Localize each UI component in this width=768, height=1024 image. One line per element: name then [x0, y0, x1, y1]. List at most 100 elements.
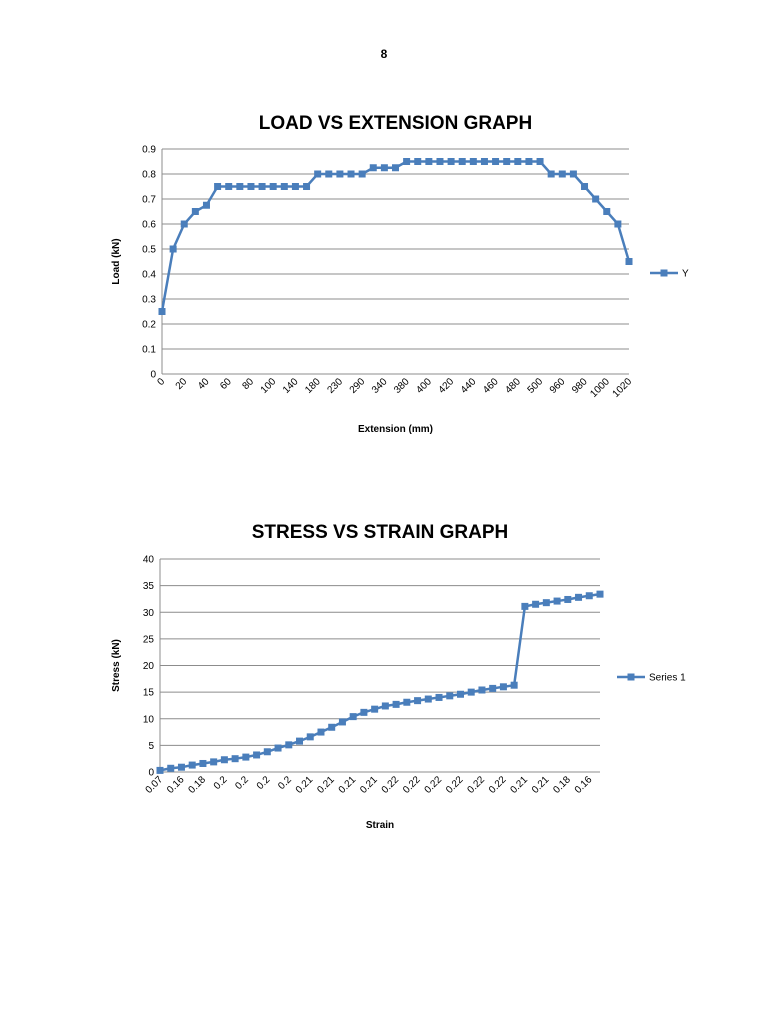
x-tick-label: 1000: [588, 376, 612, 400]
data-point: [169, 245, 177, 253]
data-point: [269, 183, 277, 190]
y-tick-label: 0.9: [142, 145, 156, 156]
x-tick-label: 0.18: [551, 774, 573, 796]
data-point: [236, 183, 244, 190]
series-line: [159, 592, 601, 772]
legend-marker: [660, 269, 668, 277]
x-tick-label: 500: [526, 376, 546, 396]
y-tick-label: 0.3: [142, 295, 156, 306]
data-point: [285, 741, 293, 749]
y-tick-label: 0.8: [142, 170, 156, 181]
y-tick-label: 0.4: [142, 270, 156, 281]
x-tick-label: 0.16: [165, 774, 187, 796]
data-point: [510, 681, 518, 689]
y-tick-label: 5: [148, 741, 154, 752]
data-point: [180, 220, 188, 228]
data-point: [403, 158, 411, 165]
x-tick-label: 400: [414, 376, 434, 396]
legend-label: Series 1: [649, 673, 686, 684]
data-point: [296, 737, 304, 745]
x-tick-label: 980: [570, 376, 590, 396]
data-point: [447, 158, 455, 165]
data-point: [456, 690, 464, 698]
x-tick-label: 0.2: [276, 774, 294, 792]
data-point: [191, 208, 199, 215]
data-point: [380, 164, 388, 172]
data-point: [188, 761, 196, 769]
x-tick-label: 0.21: [337, 774, 359, 796]
y-axis-label: Stress (kN): [111, 639, 122, 692]
data-point: [575, 593, 583, 601]
y-tick-label: 0: [150, 370, 156, 381]
data-point: [478, 686, 486, 694]
x-tick-label: 0.22: [401, 774, 423, 796]
x-tick-label: 0.18: [187, 774, 209, 796]
data-point: [253, 751, 261, 759]
x-tick-label: 0.2: [255, 774, 273, 792]
x-tick-label: 960: [548, 376, 568, 396]
legend-label: Y: [682, 269, 689, 280]
y-tick-label: 0.6: [142, 220, 156, 231]
data-point: [263, 748, 271, 756]
x-tick-label: 140: [281, 376, 301, 396]
x-tick-label: 340: [370, 376, 390, 396]
data-point: [525, 158, 533, 165]
y-tick-label: 20: [143, 661, 155, 672]
data-point: [358, 170, 366, 178]
y-tick-label: 25: [143, 634, 155, 645]
data-point: [328, 723, 336, 731]
data-point: [303, 183, 311, 190]
data-point: [603, 208, 611, 215]
x-tick-label: 380: [392, 376, 412, 396]
data-point: [592, 195, 600, 203]
x-tick-label: 40: [196, 376, 212, 392]
x-tick-label: 0.21: [315, 774, 337, 796]
data-point: [360, 708, 368, 716]
x-tick-label: 1020: [611, 376, 635, 400]
data-point: [280, 183, 288, 190]
data-point: [625, 258, 633, 265]
data-point: [532, 600, 540, 608]
data-point: [614, 220, 622, 228]
y-tick-label: 35: [143, 581, 155, 592]
data-point: [446, 692, 454, 700]
chart-title: LOAD VS EXTENSION GRAPH: [259, 113, 532, 134]
x-tick-label: 20: [174, 376, 190, 392]
x-tick-label: 0.21: [358, 774, 380, 796]
data-point: [553, 597, 561, 605]
x-tick-label: 100: [259, 376, 279, 396]
data-point: [220, 756, 228, 764]
data-point: [349, 713, 357, 721]
data-point: [492, 158, 500, 165]
data-point: [336, 170, 344, 178]
data-point: [199, 759, 207, 767]
x-tick-label: 460: [481, 376, 501, 396]
data-point: [158, 308, 166, 315]
data-point: [338, 718, 346, 726]
x-tick-label: 0.21: [530, 774, 552, 796]
data-point: [247, 183, 255, 190]
x-tick-label: 0.22: [487, 774, 509, 796]
y-tick-label: 30: [143, 608, 155, 619]
data-point: [381, 702, 389, 710]
data-point: [424, 695, 432, 703]
data-point: [435, 693, 443, 701]
data-point: [547, 170, 555, 178]
data-point: [369, 164, 377, 172]
data-point: [564, 595, 572, 603]
data-point: [581, 183, 589, 190]
data-point: [314, 170, 322, 178]
y-tick-label: 0.5: [142, 245, 156, 256]
data-point: [514, 158, 522, 165]
data-point: [458, 158, 466, 165]
y-axis-label: Load (kN): [111, 238, 122, 284]
data-point: [210, 758, 218, 766]
x-tick-label: 0.22: [380, 774, 402, 796]
y-tick-label: 0.7: [142, 195, 156, 206]
x-tick-label: 440: [459, 376, 479, 396]
x-tick-label: 230: [325, 376, 345, 396]
data-point: [225, 183, 233, 190]
data-point: [202, 201, 210, 209]
data-point: [521, 602, 529, 610]
load-extension-chart: LOAD VS EXTENSION GRAPH 0 0.1 0.2 0.3 0.4 0.5 0…: [111, 113, 689, 435]
